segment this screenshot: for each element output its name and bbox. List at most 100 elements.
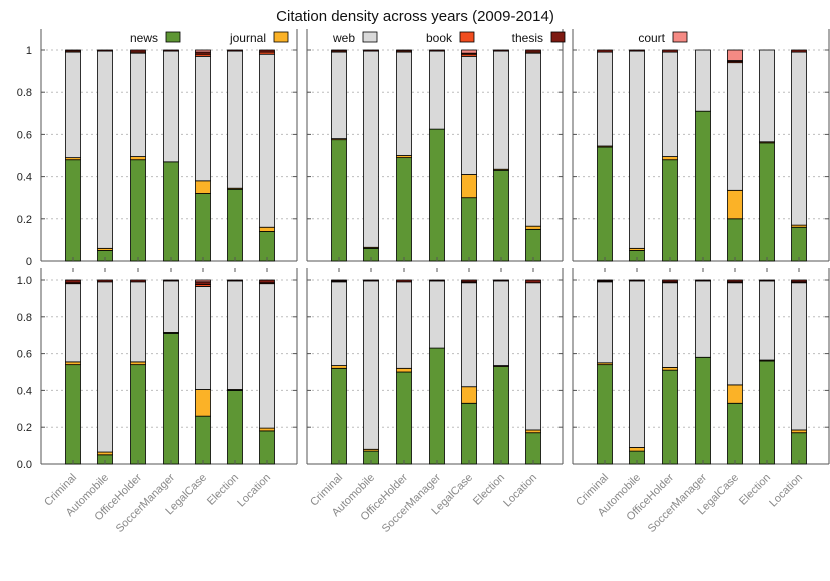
y-tick-label: 0.8 (17, 312, 32, 324)
bar-segment-thesis (461, 279, 477, 283)
bar-stack-location (525, 279, 541, 465)
bar-segment-news (525, 432, 541, 465)
bar-segment-thesis (429, 279, 445, 282)
bar-segment-thesis (227, 279, 243, 282)
y-tick-label: 0.6 (17, 129, 32, 141)
bar-segment-thesis (259, 49, 275, 53)
bar-stack-officeholder (662, 49, 678, 262)
bar-segment-web (695, 49, 711, 112)
bar-segment-web (227, 280, 243, 390)
panel-0-1 (306, 29, 564, 272)
bar-segment-journal (525, 225, 541, 230)
bar-segment-web (662, 51, 678, 157)
bar-segment-web (331, 281, 347, 366)
bar-segment-thesis (97, 279, 113, 283)
y-tick-label: 1.0 (17, 275, 32, 287)
bar-segment-thesis (331, 49, 347, 52)
bar-segment-web (429, 280, 445, 349)
bar-stack-officeholder (662, 279, 678, 465)
bar-segment-thesis (363, 49, 379, 52)
bar-segment-thesis (195, 281, 211, 285)
bar-segment-thesis (163, 279, 179, 282)
bar-stack-soccermanager (163, 279, 179, 465)
legend-label: news (130, 31, 158, 45)
chart-title: Citation density across years (2009-2014… (276, 8, 554, 25)
bar-segment-journal (65, 361, 81, 366)
bar-segment-web (65, 283, 81, 363)
legend-item-thesis: thesis (512, 31, 566, 45)
bar-stack-soccermanager (429, 49, 445, 262)
bar-stack-election (227, 279, 243, 465)
bar-stack-soccermanager (163, 49, 179, 262)
bar-stack-automobile (363, 279, 379, 465)
y-tick-label: 0.4 (17, 172, 32, 184)
bar-segment-web (130, 52, 146, 157)
bar-segment-news (662, 159, 678, 262)
bar-segment-thesis (227, 49, 243, 52)
bar-stack-soccermanager (695, 279, 711, 465)
bar-segment-news (396, 371, 412, 465)
bar-segment-court (195, 279, 211, 283)
bar-stack-criminal (65, 279, 81, 465)
bar-segment-news (759, 142, 775, 262)
bar-stack-election (759, 279, 775, 465)
bar-segment-web (461, 55, 477, 175)
legend-item-news: news (130, 31, 181, 45)
legend-label: web (332, 31, 355, 45)
y-tick-label: 0 (26, 256, 32, 268)
bar-segment-web (130, 281, 146, 363)
bar-segment-thesis (727, 279, 743, 283)
legend-label: book (426, 31, 453, 45)
y-tick-label: 0.2 (17, 214, 32, 226)
bar-segment-web (791, 51, 807, 226)
bar-stack-criminal (597, 279, 613, 465)
bar-stack-automobile (363, 49, 379, 262)
bar-segment-news (429, 128, 445, 262)
bar-stack-automobile (97, 49, 113, 262)
panel-0-0: 0 0.2 0.4 0.6 0.8 1 (17, 29, 298, 272)
bar-segment-journal (259, 427, 275, 432)
bar-segment-web (727, 62, 743, 191)
y-tick-label: 0.6 (17, 349, 32, 361)
bar-segment-news (130, 364, 146, 465)
bar-segment-web (163, 280, 179, 333)
bar-segment-thesis (759, 279, 775, 282)
bar-segment-thesis (331, 279, 347, 282)
bar-stack-legalcase (461, 279, 477, 465)
legend-swatch (459, 31, 475, 43)
bar-stack-criminal (331, 279, 347, 465)
legend-item-court: court (638, 31, 688, 45)
bar-segment-web (525, 282, 541, 431)
bar-segment-web (791, 282, 807, 431)
bar-stack-soccermanager (695, 49, 711, 262)
bar-segment-news (259, 430, 275, 465)
bar-segment-news (493, 169, 509, 262)
bar-segment-journal (461, 386, 477, 404)
bar-stack-criminal (597, 49, 613, 262)
bar-segment-news (493, 366, 509, 465)
bar-segment-web (429, 50, 445, 130)
bar-segment-web (97, 281, 113, 453)
bar-stack-officeholder (130, 279, 146, 465)
bar-stack-automobile (629, 279, 645, 465)
bar-segment-news (727, 402, 743, 465)
bar-segment-court (727, 49, 743, 61)
bar-stack-election (227, 49, 243, 262)
bar-segment-news (662, 369, 678, 465)
legend-swatch (672, 31, 688, 43)
bar-segment-thesis (65, 49, 81, 52)
bar-segment-news (195, 193, 211, 262)
legend-label: court (638, 31, 665, 45)
bar-segment-web (727, 282, 743, 386)
y-tick-label: 0.8 (17, 87, 32, 99)
bar-segment-news (227, 389, 243, 465)
bar-stack-legalcase (727, 49, 743, 262)
bar-segment-journal (727, 384, 743, 404)
bar-segment-news (429, 347, 445, 465)
category-label: Location (767, 472, 805, 510)
bar-segment-thesis (662, 49, 678, 53)
bar-segment-journal (791, 429, 807, 434)
bar-segment-web (65, 51, 81, 159)
bar-segment-news (727, 218, 743, 262)
bar-stack-officeholder (396, 279, 412, 465)
